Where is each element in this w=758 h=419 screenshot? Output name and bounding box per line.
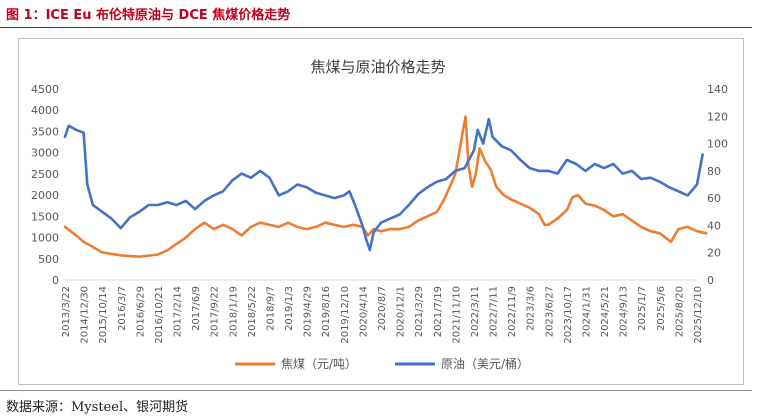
y-right-tick-label: 0 <box>707 274 714 287</box>
x-tick-label: 2018/5/22 <box>247 286 258 337</box>
y-right-tick-label: 80 <box>707 165 721 178</box>
x-tick-label: 2016/3/7 <box>117 286 128 331</box>
y-left-tick-label: 4000 <box>31 104 59 117</box>
y-left-tick-label: 500 <box>38 253 59 266</box>
x-tick-label: 2019/1/3 <box>284 286 295 331</box>
x-tick-label: 2025/1/7 <box>637 286 648 331</box>
x-tick-label: 2014/12/30 <box>80 286 91 344</box>
x-tick-label: 2020/8/7 <box>377 286 388 331</box>
source-note: 数据来源：Mysteel、银河期货 <box>6 400 189 415</box>
x-tick-label: 2016/6/29 <box>135 286 146 337</box>
legend-label: 焦煤（元/吨） <box>281 357 357 371</box>
x-tick-label: 2022/3/11 <box>470 286 481 337</box>
y-right-tick-label: 40 <box>707 219 721 232</box>
x-tick-label: 2025/8/20 <box>674 286 685 337</box>
y-left-tick-label: 3000 <box>31 147 59 160</box>
y-left-tick-label: 0 <box>52 274 59 287</box>
figure-title: 图 1：ICE Eu 布伦特原油与 DCE 焦煤价格走势 <box>6 8 291 23</box>
chart-title: 焦煤与原油价格走势 <box>310 58 445 76</box>
left-axis: 0 500 1000 1500 2000 2500 3000 3500 4000 4500 <box>31 83 59 287</box>
x-tick-label: 2020/4/14 <box>358 286 369 337</box>
x-tick-label: 2017/9/22 <box>210 286 221 337</box>
y-left-tick-label: 1000 <box>31 232 59 245</box>
x-tick-label: 2025/5/6 <box>656 286 667 331</box>
x-tick-label: 2023/6/27 <box>544 286 555 337</box>
right-axis: 0 20 40 60 80 100 120 140 <box>707 83 728 287</box>
y-right-tick-label: 140 <box>707 83 728 96</box>
y-right-tick-label: 60 <box>707 192 721 205</box>
x-tick-label: 2021/7/19 <box>433 286 444 337</box>
y-right-tick-label: 20 <box>707 247 721 260</box>
x-tick-label: 2015/10/14 <box>98 286 109 344</box>
legend-label: 原油（美元/桶） <box>441 356 529 371</box>
y-left-tick-label: 2000 <box>31 189 59 202</box>
x-tick-label: 2017/2/14 <box>173 286 184 337</box>
coking-coal-price-line <box>63 115 708 258</box>
source-rule <box>0 390 752 391</box>
x-tick-label: 2021/11/10 <box>451 286 462 344</box>
x-tick-label: 2018/9/7 <box>265 286 276 331</box>
x-tick-label: 2025/12/10 <box>693 286 704 344</box>
x-tick-label: 2024/9/13 <box>619 286 630 337</box>
x-tick-label: 2016/10/21 <box>154 286 165 344</box>
x-tick-label: 2023/3/6 <box>526 286 537 331</box>
x-tick-label: 2022/7/11 <box>489 286 500 337</box>
legend: 焦煤（元/吨） 原油（美元/桶） <box>235 356 529 371</box>
y-right-tick-label: 120 <box>707 110 728 123</box>
x-tick-label: 2018/1/19 <box>228 286 239 337</box>
oil-price-line <box>63 117 704 252</box>
x-tick-label: 2019/4/29 <box>303 286 314 337</box>
x-tick-label: 2019/12/10 <box>340 286 351 344</box>
x-tick-label: 2017/6/9 <box>191 286 202 331</box>
chart-frame <box>18 38 744 385</box>
x-tick-label: 2022/11/9 <box>507 286 518 337</box>
x-tick-label: 2024/1/31 <box>581 286 592 337</box>
x-tick-label: 2021/3/29 <box>414 286 425 337</box>
y-left-tick-label: 2500 <box>31 168 59 181</box>
y-left-tick-label: 1500 <box>31 210 59 223</box>
series-lines <box>63 115 708 258</box>
x-axis: 2013/3/22 2014/12/30 2015/10/14 2016/3/7 201… <box>61 279 704 344</box>
y-left-tick-label: 4500 <box>31 83 59 96</box>
x-tick-label: 2013/3/22 <box>61 286 72 337</box>
x-tick-label: 2023/10/17 <box>563 286 574 344</box>
x-tick-label: 2020/12/1 <box>396 286 407 337</box>
y-right-tick-label: 100 <box>707 138 728 151</box>
x-tick-label: 2019/8/16 <box>321 286 332 337</box>
x-tick-label: 2024/5/21 <box>600 286 611 337</box>
y-left-tick-label: 3500 <box>31 125 59 138</box>
title-rule <box>0 27 752 28</box>
